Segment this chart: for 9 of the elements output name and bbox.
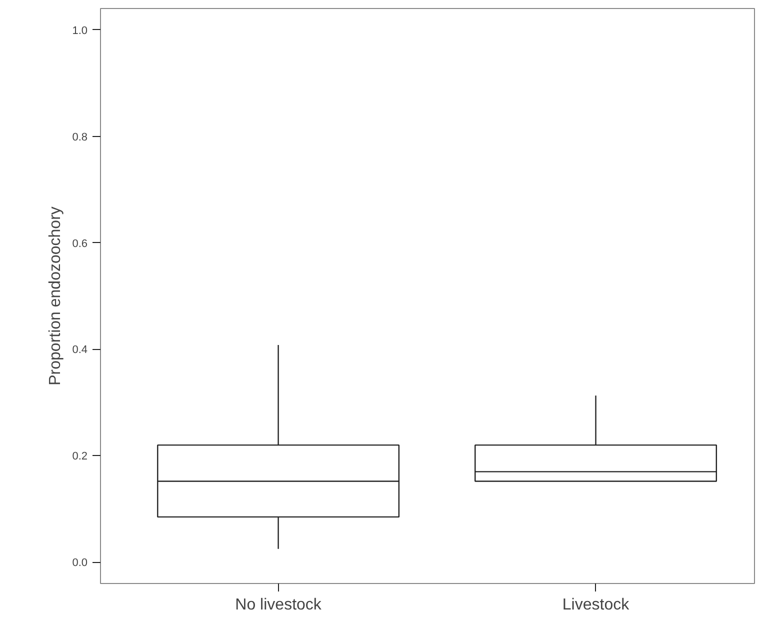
y-tick-label: 0.6 bbox=[72, 238, 88, 250]
y-axis-title: Proportion endozoochory bbox=[47, 206, 64, 386]
y-tick-label: 0.8 bbox=[72, 131, 88, 144]
y-tick-label: 1.0 bbox=[72, 24, 88, 37]
y-tick-label: 0.2 bbox=[72, 450, 88, 463]
y-tick-label: 0.4 bbox=[72, 344, 88, 356]
x-tick-label: No livestock bbox=[235, 596, 322, 614]
y-tick-label: 0.0 bbox=[72, 557, 88, 570]
x-tick-label: Livestock bbox=[562, 596, 630, 614]
